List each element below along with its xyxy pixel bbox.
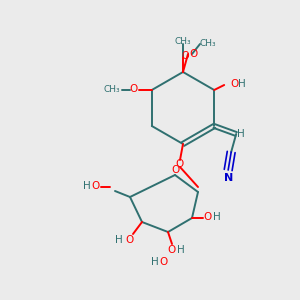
Text: O: O [125,235,133,245]
Text: O: O [189,49,197,59]
Text: O: O [130,84,138,94]
Text: CH₃: CH₃ [175,37,191,46]
Text: O: O [181,51,189,61]
Text: H: H [213,212,221,222]
Text: H: H [238,79,246,89]
Text: CH₃: CH₃ [103,85,120,94]
Text: H: H [115,235,123,245]
Text: O: O [172,165,180,175]
Text: H: H [237,129,245,139]
Text: H: H [83,181,91,191]
Text: H: H [151,257,159,267]
Text: O: O [204,212,212,222]
Text: O: O [160,257,168,267]
Text: O: O [176,159,184,169]
Text: O: O [230,79,238,89]
Text: O: O [168,245,176,255]
Text: O: O [91,181,99,191]
Text: CH₃: CH₃ [200,40,216,49]
Text: N: N [224,173,233,183]
Text: H: H [177,245,185,255]
